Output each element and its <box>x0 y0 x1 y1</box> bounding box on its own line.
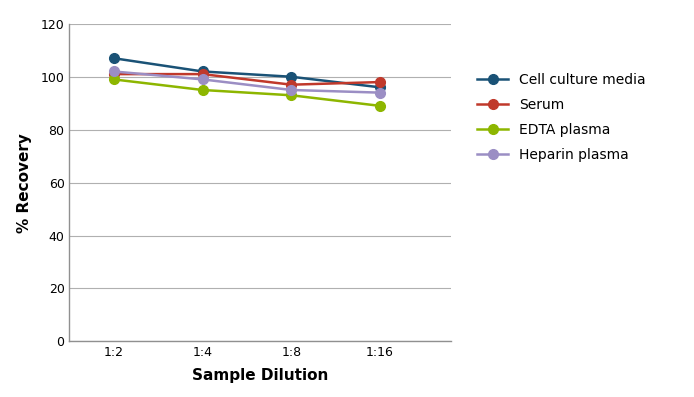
Cell culture media <box>198 69 207 74</box>
EDTA plasma <box>287 93 296 98</box>
X-axis label: Sample Dilution: Sample Dilution <box>192 368 328 383</box>
Line: Serum: Serum <box>109 69 385 90</box>
Legend: Cell culture media, Serum, EDTA plasma, Heparin plasma: Cell culture media, Serum, EDTA plasma, … <box>473 69 650 167</box>
Heparin plasma <box>287 88 296 93</box>
EDTA plasma <box>198 88 207 93</box>
Line: Cell culture media: Cell culture media <box>109 53 385 92</box>
Serum <box>110 72 118 77</box>
Serum <box>287 82 296 87</box>
EDTA plasma <box>110 77 118 82</box>
Serum <box>198 72 207 77</box>
Cell culture media <box>376 85 384 90</box>
Y-axis label: % Recovery: % Recovery <box>17 133 33 233</box>
Cell culture media <box>110 56 118 61</box>
Serum <box>376 80 384 85</box>
EDTA plasma <box>376 104 384 108</box>
Heparin plasma <box>110 69 118 74</box>
Heparin plasma <box>198 77 207 82</box>
Heparin plasma <box>376 90 384 95</box>
Line: EDTA plasma: EDTA plasma <box>109 75 385 111</box>
Cell culture media <box>287 74 296 79</box>
Line: Heparin plasma: Heparin plasma <box>109 67 385 98</box>
